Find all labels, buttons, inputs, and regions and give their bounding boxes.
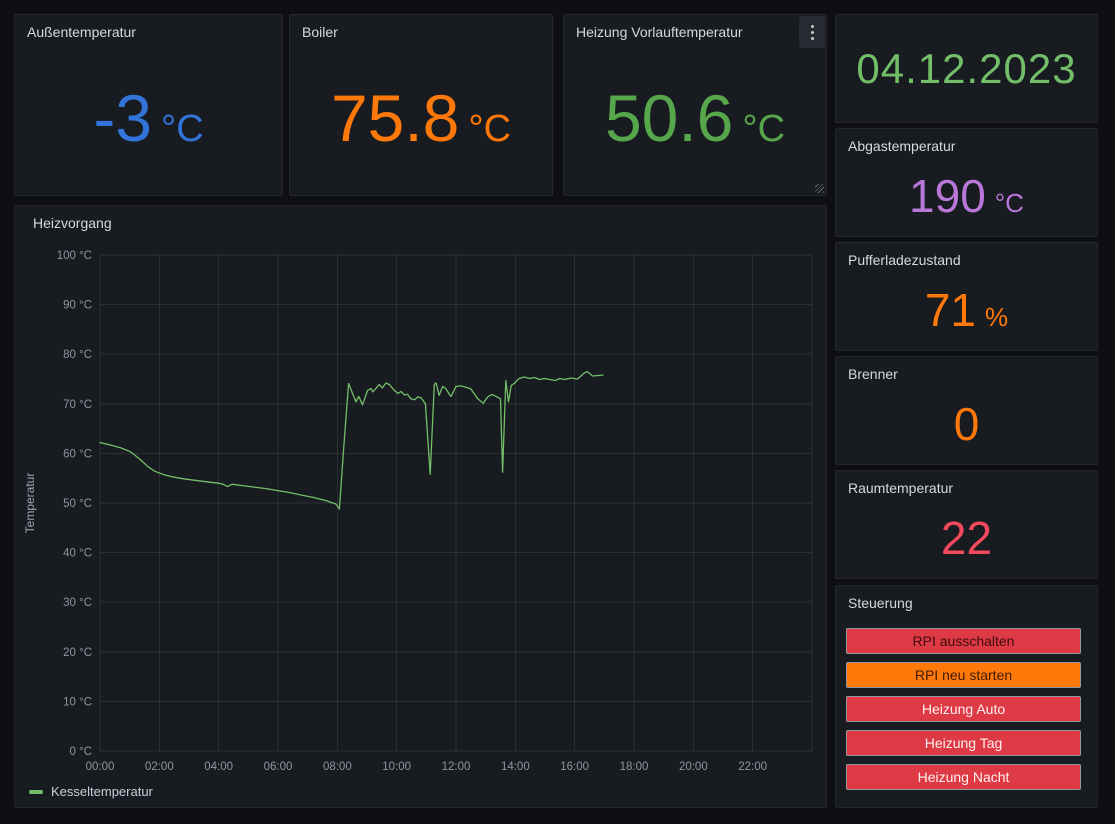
panel-raumtemperatur: Raumtemperatur 22 (835, 470, 1098, 579)
svg-text:10 °C: 10 °C (63, 696, 92, 708)
control-button[interactable]: Heizung Nacht (846, 764, 1081, 790)
svg-text:100 °C: 100 °C (57, 250, 92, 262)
steuerung-buttons: RPI ausschalten RPI neu starten Heizung Au… (846, 628, 1081, 798)
legend-series-label: Kesseltemperatur (51, 784, 153, 799)
control-button[interactable]: RPI neu starten (846, 662, 1081, 688)
stat-value: 190 (909, 169, 986, 222)
svg-text:12:00: 12:00 (442, 761, 471, 773)
svg-text:0 °C: 0 °C (70, 746, 93, 758)
stat-value: 22 (940, 511, 993, 564)
stat-value: 0 (953, 397, 980, 450)
stat-unit: °C (161, 108, 204, 150)
svg-text:18:00: 18:00 (620, 761, 649, 773)
panel-title: Pufferladezustand (848, 252, 961, 268)
svg-text:80 °C: 80 °C (63, 349, 92, 361)
svg-text:70 °C: 70 °C (63, 399, 92, 411)
svg-text:14:00: 14:00 (501, 761, 530, 773)
svg-text:50 °C: 50 °C (63, 498, 92, 510)
svg-text:16:00: 16:00 (560, 761, 589, 773)
svg-text:00:00: 00:00 (86, 761, 115, 773)
stat-value: -3 (93, 81, 153, 155)
legend-item-kesseltemperatur[interactable]: Kesseltemperatur (29, 784, 153, 799)
svg-text:60 °C: 60 °C (63, 448, 92, 460)
panel-abgastemperatur: Abgastemperatur 190 °C (835, 128, 1098, 237)
svg-text:20:00: 20:00 (679, 761, 708, 773)
stat-unit: °C (468, 108, 512, 150)
svg-text:40 °C: 40 °C (63, 548, 92, 560)
svg-text:20 °C: 20 °C (63, 647, 92, 659)
control-button[interactable]: Heizung Auto (846, 696, 1081, 722)
svg-text:02:00: 02:00 (145, 761, 174, 773)
panel-heizung-vorlauftemperatur: Heizung Vorlauftemperatur 50.6 °C (563, 14, 827, 196)
svg-text:08:00: 08:00 (323, 761, 352, 773)
svg-text:06:00: 06:00 (264, 761, 293, 773)
panel-pufferladezustand: Pufferladezustand 71 % (835, 242, 1098, 351)
svg-text:30 °C: 30 °C (63, 597, 92, 609)
panel-title: Heizung Vorlauftemperatur (576, 24, 743, 40)
panel-datum: 04.12.2023 (835, 14, 1098, 123)
panel-title: Raumtemperatur (848, 480, 954, 496)
svg-text:90 °C: 90 °C (63, 300, 92, 312)
panel-title: Brenner (848, 366, 898, 382)
panel-title: Außentemperatur (27, 24, 136, 40)
panel-boiler: Boiler 75.8 °C (289, 14, 553, 196)
panel-resize-handle[interactable] (815, 184, 824, 193)
heizvorgang-chart-plot[interactable]: 0 °C 10 °C 20 °C 30 °C 40 °C 50 °C 60 °C 70 °C 8… (15, 206, 826, 807)
stat-value: 71 (924, 283, 977, 336)
panel-menu-icon[interactable] (799, 16, 825, 48)
control-button[interactable]: Heizung Tag (846, 730, 1081, 756)
svg-text:10:00: 10:00 (382, 761, 411, 773)
panel-brenner: Brenner 0 (835, 356, 1098, 465)
stat-value: 75.8 (330, 81, 460, 155)
stat-unit: °C (742, 108, 786, 150)
panel-title: Boiler (302, 24, 338, 40)
panel-title: Steuerung (848, 595, 913, 611)
date-value: 04.12.2023 (856, 44, 1077, 92)
stat-unit: °C (994, 187, 1024, 218)
svg-text:Temperatur: Temperatur (23, 473, 37, 534)
stat-unit: % (985, 301, 1009, 332)
panel-aussentemperatur: Außentemperatur -3 °C (14, 14, 283, 196)
stat-value: 50.6 (604, 81, 734, 155)
panel-title: Heizvorgang (33, 215, 112, 231)
svg-text:04:00: 04:00 (204, 761, 233, 773)
control-button[interactable]: RPI ausschalten (846, 628, 1081, 654)
panel-steuerung: Steuerung RPI ausschalten RPI neu starten… (835, 585, 1098, 808)
panel-heizvorgang: Heizvorgang 0 °C 10 °C 20 °C 30 °C 40 °C 50 °… (14, 205, 827, 808)
svg-text:22:00: 22:00 (738, 761, 767, 773)
panel-title: Abgastemperatur (848, 138, 956, 154)
legend-series-swatch (29, 789, 43, 794)
